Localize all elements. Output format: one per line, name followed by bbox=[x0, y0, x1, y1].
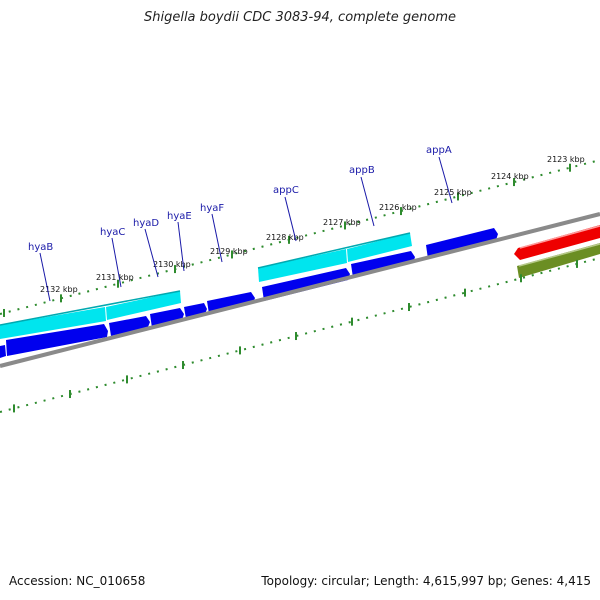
gene-label: appC bbox=[273, 185, 299, 196]
cds-arrow bbox=[426, 228, 498, 259]
tick-label: 2130 kbp bbox=[153, 260, 191, 269]
tick-label: 2131 kbp bbox=[96, 273, 134, 282]
accession-text: Accession: NC_010658 bbox=[9, 574, 146, 588]
major-ticks bbox=[3, 163, 571, 317]
tick-label: 2126 kbp bbox=[379, 203, 417, 212]
inner-major-ticks bbox=[13, 259, 578, 413]
gene-label-line bbox=[39, 252, 51, 302]
cds-arrow bbox=[6, 324, 108, 356]
map-title: Shigella boydii CDC 3083-94, complete ge… bbox=[143, 10, 457, 25]
gene-label: appB bbox=[349, 165, 375, 176]
gene-label-line bbox=[211, 213, 223, 263]
tick-label: 2123 kbp bbox=[547, 155, 585, 164]
operon-band bbox=[0, 307, 106, 339]
genome-backbone bbox=[0, 212, 600, 368]
gene-label-line bbox=[438, 156, 453, 204]
tick-label: 2124 kbp bbox=[491, 172, 529, 181]
gene-label: hyaD bbox=[133, 218, 159, 229]
green-feature-highlight bbox=[518, 243, 600, 267]
topology-summary: Topology: circular; Length: 4,615,997 bp… bbox=[261, 574, 591, 588]
operon-band-edge bbox=[0, 290, 181, 326]
tick-label: 2129 kbp bbox=[210, 247, 248, 256]
gene-label: appA bbox=[426, 145, 452, 156]
tick-label: 2125 kbp bbox=[434, 188, 472, 197]
gene-label-line bbox=[284, 196, 297, 242]
operon-band-edge bbox=[257, 232, 411, 269]
operon-band bbox=[258, 249, 347, 282]
gene-label-line bbox=[177, 221, 185, 272]
cds-arrow bbox=[0, 345, 6, 358]
tick-label: 2128 kbp bbox=[266, 233, 304, 242]
cds-arrow bbox=[150, 308, 184, 328]
gene-label: hyaC bbox=[100, 227, 125, 238]
cds-arrow bbox=[109, 316, 150, 336]
gene-label-line bbox=[144, 228, 159, 278]
green-feature bbox=[517, 243, 600, 278]
tick-label: 2127 kbp bbox=[323, 218, 361, 227]
gene-label-line bbox=[360, 176, 375, 227]
gene-label-line bbox=[111, 237, 122, 288]
red-feature-highlight bbox=[519, 225, 600, 249]
gene-label: hyaE bbox=[167, 211, 192, 222]
cds-arrow bbox=[184, 303, 207, 319]
operon-band bbox=[347, 233, 412, 262]
tick-label: 2132 kbp bbox=[40, 285, 78, 294]
gene-label: hyaF bbox=[200, 203, 224, 214]
red-feature bbox=[514, 225, 600, 260]
gene-label: hyaB bbox=[28, 242, 53, 253]
operon-band bbox=[106, 291, 181, 320]
